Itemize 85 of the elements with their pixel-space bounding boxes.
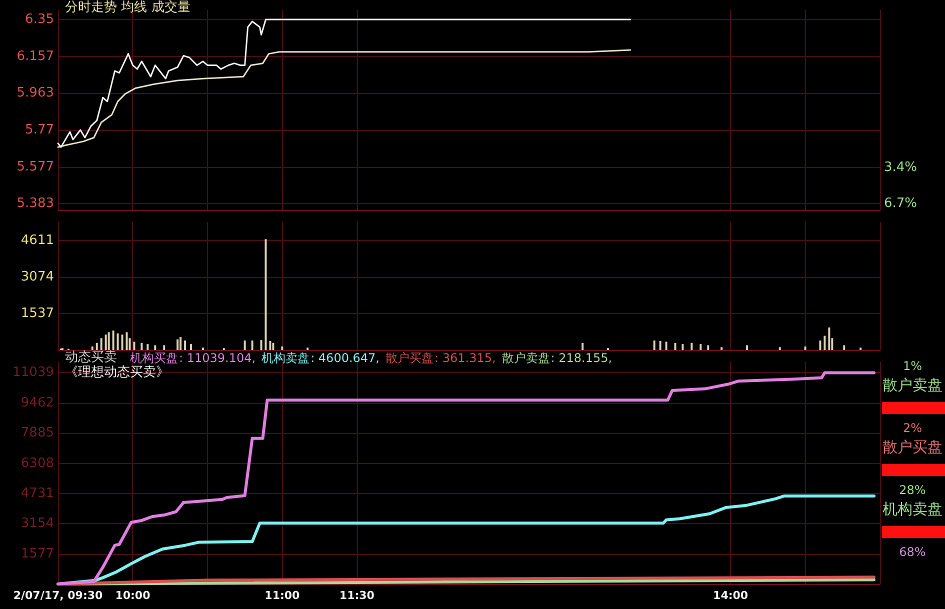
category-label: 机构卖盘: [882, 499, 944, 520]
x-tick-label: 11:00: [264, 589, 300, 602]
bar: [843, 345, 846, 350]
annotation: : 11039.104,: [179, 351, 256, 365]
annotation: : 361.315,: [434, 351, 496, 365]
x-tick-label: 14:00: [713, 589, 748, 602]
y-tick-label: 3074: [20, 270, 54, 285]
bar: [682, 344, 684, 350]
bar: [582, 342, 584, 350]
chart-subtitle: 《理想动态买卖》: [65, 365, 169, 380]
category-label: 散户卖盘: [882, 375, 944, 396]
bar: [746, 345, 748, 350]
bar: [264, 239, 267, 350]
bar: [91, 346, 94, 350]
bar: [700, 344, 702, 350]
data-label: 1%: [902, 358, 924, 374]
bar: [674, 342, 676, 350]
bar: [720, 347, 723, 350]
bar: [100, 338, 102, 350]
bar: [190, 344, 192, 350]
y-tick-label: 4611: [20, 233, 54, 248]
bar: [133, 342, 136, 350]
chart-title: 动态买卖: [65, 350, 117, 365]
annotation: : 4600.647,: [310, 351, 380, 365]
y-tick-label: 5.383: [16, 196, 54, 212]
x-tick-label: 2/07/17, 09:30: [13, 589, 104, 602]
bar: [108, 332, 110, 350]
category-label: 散户买盘: [882, 437, 944, 458]
bar: [707, 345, 710, 350]
y-tick-label: 6.157: [16, 48, 54, 64]
bar: [690, 342, 693, 350]
y2-tick-label: 3.4%: [884, 160, 918, 175]
y-tick-label: 3154: [20, 516, 54, 532]
bar: [665, 342, 668, 350]
y-tick-label: 9462: [20, 395, 54, 410]
annotation: : 218.155,: [550, 351, 612, 365]
bar: [251, 340, 254, 350]
bar: [140, 342, 143, 350]
text: 散户卖盘: [502, 351, 550, 365]
y-tick-label: 5.77: [25, 122, 54, 138]
bar: [659, 340, 662, 350]
y-tick-label: 5.963: [16, 86, 54, 101]
bar: [104, 334, 107, 350]
y-tick-label: 4731: [20, 486, 54, 501]
bar: [180, 336, 182, 350]
y-tick-label: 6.35: [25, 12, 54, 28]
bar: [819, 340, 822, 350]
data-label: 2%: [902, 420, 924, 436]
bar: [824, 336, 826, 350]
y-tick-label: 6308: [20, 456, 54, 471]
bar: [126, 332, 128, 350]
y-tick-label: 5.577: [16, 159, 54, 174]
x-tick-label: 10:00: [115, 589, 151, 602]
text: 散户买盘: [385, 351, 434, 365]
bar: [116, 333, 119, 350]
line-series: [57, 18, 632, 148]
bar: [828, 327, 830, 350]
bar: [121, 334, 124, 350]
y-tick-label: 1537: [20, 306, 54, 322]
bar: [269, 340, 272, 350]
bar: [163, 345, 166, 350]
bar: [653, 340, 656, 350]
bar: [778, 347, 781, 350]
bar: [804, 346, 806, 350]
data-label: 68%: [898, 544, 927, 560]
bar: [260, 340, 262, 350]
y-tick-label: 7885: [20, 426, 54, 441]
text: 机构买盘: [130, 351, 178, 365]
x-tick-label: 11:30: [339, 589, 375, 602]
bar: [184, 340, 186, 350]
bar: [281, 346, 284, 350]
y-tick-label: 11039: [12, 365, 54, 380]
data-label: 28%: [898, 482, 927, 498]
bar: [112, 330, 114, 350]
bar: [154, 345, 156, 350]
bar: [146, 344, 149, 350]
y2-tick-label: 6.7%: [884, 196, 918, 212]
bar: [272, 342, 274, 350]
line-series: [57, 49, 632, 148]
bar: [96, 342, 98, 350]
text: 机构卖盘: [262, 351, 310, 365]
bar: [244, 340, 246, 350]
y-tick-label: 1577: [20, 546, 54, 562]
bar: [176, 339, 179, 350]
chart-title: 分时走势 均线 成交量: [65, 0, 190, 15]
